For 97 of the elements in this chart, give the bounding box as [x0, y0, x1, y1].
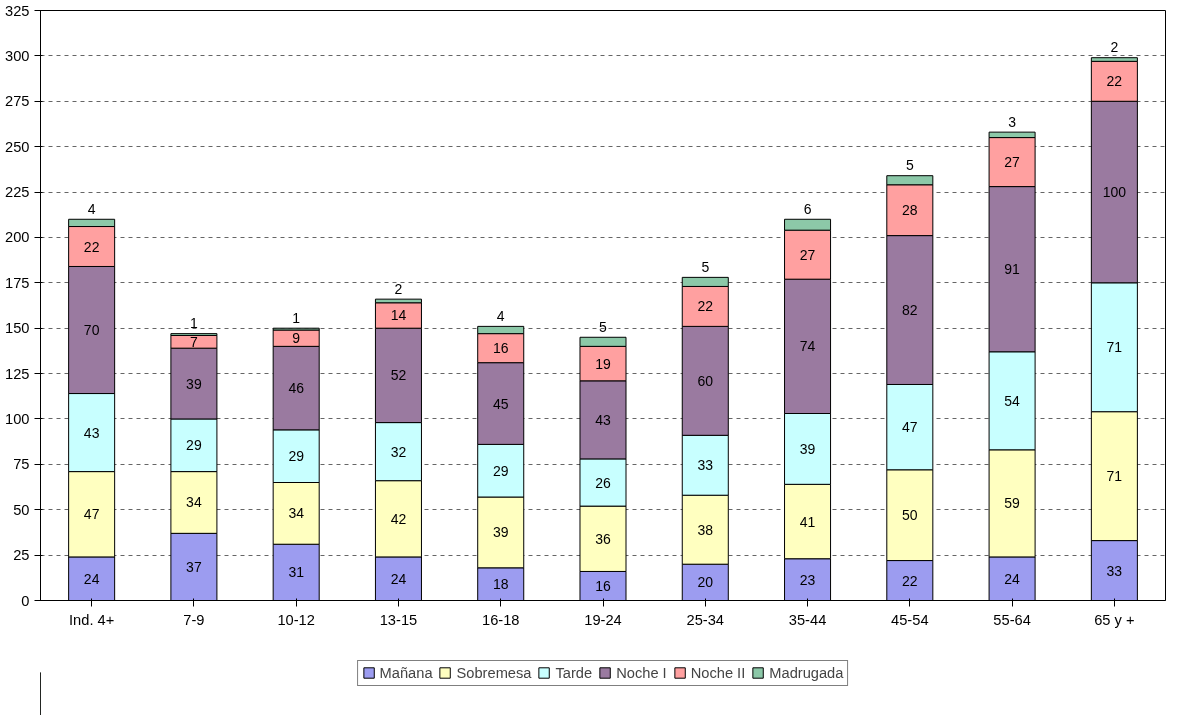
data-label: 5 — [701, 258, 710, 275]
y-tick-label: 0 — [21, 592, 30, 609]
data-label: 39 — [492, 524, 509, 541]
data-label: 27 — [799, 246, 816, 263]
legend-label: Noche II — [690, 664, 746, 681]
data-label: 22 — [1106, 73, 1123, 90]
data-label: 32 — [390, 443, 407, 460]
data-label: 43 — [595, 411, 611, 428]
y-tick-label: 200 — [5, 229, 30, 246]
data-label: 47 — [902, 419, 918, 436]
data-label: 42 — [390, 510, 407, 527]
data-label: 50 — [902, 507, 918, 524]
data-label: 59 — [1004, 495, 1021, 512]
data-label: 39 — [799, 440, 816, 457]
x-tick-label: 65 y + — [1094, 611, 1135, 628]
y-tick-label: 125 — [5, 365, 30, 382]
data-label: 4 — [496, 307, 505, 324]
data-label: 29 — [288, 448, 305, 465]
data-label: 20 — [697, 574, 714, 591]
data-label: 9 — [292, 330, 301, 347]
data-label: 14 — [390, 307, 407, 324]
data-label: 71 — [1106, 339, 1123, 356]
data-label: 22 — [83, 238, 100, 255]
data-label: 3 — [1008, 113, 1017, 130]
x-tick-label: 10-12 — [277, 611, 315, 628]
data-label: 2 — [1110, 39, 1119, 56]
data-label: 45 — [492, 395, 509, 412]
data-label: 31 — [288, 564, 305, 581]
y-tick-label: 325 — [5, 2, 30, 19]
data-label: 7 — [190, 333, 199, 350]
legend-label: Mañana — [379, 664, 433, 681]
x-tick-label: 45-54 — [891, 611, 929, 628]
y-tick-label: 100 — [5, 410, 30, 427]
data-label: 34 — [186, 494, 202, 511]
data-label: 22 — [902, 572, 918, 589]
data-label: 1 — [292, 309, 301, 326]
data-label: 38 — [697, 521, 714, 538]
y-tick-label: 75 — [13, 456, 30, 473]
y-tick-label: 25 — [13, 547, 30, 564]
data-label: 5 — [599, 318, 608, 335]
data-label: 23 — [799, 571, 816, 588]
data-label: 29 — [186, 437, 202, 454]
data-label: 82 — [902, 302, 918, 319]
x-tick-label: Ind. 4+ — [69, 611, 115, 628]
legend-label: Madrugada — [769, 664, 844, 681]
data-label: 36 — [595, 530, 611, 547]
data-label: 1 — [190, 315, 199, 332]
x-tick-label: 13-15 — [379, 611, 418, 628]
y-tick-label: 150 — [5, 320, 30, 337]
data-label: 54 — [1004, 392, 1021, 409]
data-label: 2 — [394, 280, 403, 297]
data-label: 22 — [697, 298, 714, 315]
data-label: 33 — [697, 457, 714, 474]
y-tick-label: 250 — [5, 138, 30, 155]
x-tick-label: 25-34 — [686, 611, 725, 628]
data-label: 24 — [390, 570, 407, 587]
x-tick-label: 35-44 — [788, 611, 827, 628]
y-tick-label: 50 — [13, 501, 30, 518]
data-label: 41 — [799, 513, 816, 530]
data-label: 46 — [288, 380, 305, 397]
data-label: 39 — [186, 375, 202, 392]
data-label: 60 — [697, 372, 714, 389]
data-label: 24 — [1004, 570, 1021, 587]
data-label: 26 — [595, 474, 611, 491]
data-label: 19 — [595, 355, 611, 372]
data-label: 47 — [83, 506, 100, 523]
data-label: 100 — [1102, 184, 1127, 201]
data-label: 16 — [595, 577, 611, 594]
data-label: 37 — [186, 558, 202, 575]
data-label: 6 — [803, 200, 812, 217]
data-label: 91 — [1004, 261, 1021, 278]
x-tick-label: 19-24 — [584, 611, 622, 628]
data-label: 5 — [905, 157, 914, 174]
data-label: 70 — [83, 322, 100, 339]
legend-label: Tarde — [555, 664, 593, 681]
data-label: 52 — [390, 367, 407, 384]
data-label: 18 — [492, 576, 509, 593]
y-tick-label: 225 — [5, 184, 30, 201]
legend-label: Sobremesa — [456, 664, 532, 681]
data-label: 34 — [288, 505, 305, 522]
y-tick-label: 175 — [5, 274, 30, 291]
x-tick-label: 7-9 — [183, 611, 205, 628]
x-tick-label: 16-18 — [481, 611, 520, 628]
data-label: 74 — [799, 338, 816, 355]
data-label: 28 — [902, 202, 918, 219]
legend-label: Noche I — [616, 664, 667, 681]
data-label: 27 — [1004, 154, 1021, 171]
y-tick-label: 275 — [5, 93, 30, 110]
data-label: 29 — [492, 462, 509, 479]
data-label: 33 — [1106, 562, 1123, 579]
data-label: 43 — [83, 424, 100, 441]
data-label: 16 — [492, 340, 509, 357]
data-label: 4 — [87, 200, 96, 217]
data-label: 71 — [1106, 468, 1123, 485]
data-label: 24 — [83, 570, 100, 587]
x-tick-label: 55-64 — [993, 611, 1031, 628]
y-tick-label: 300 — [5, 47, 30, 64]
